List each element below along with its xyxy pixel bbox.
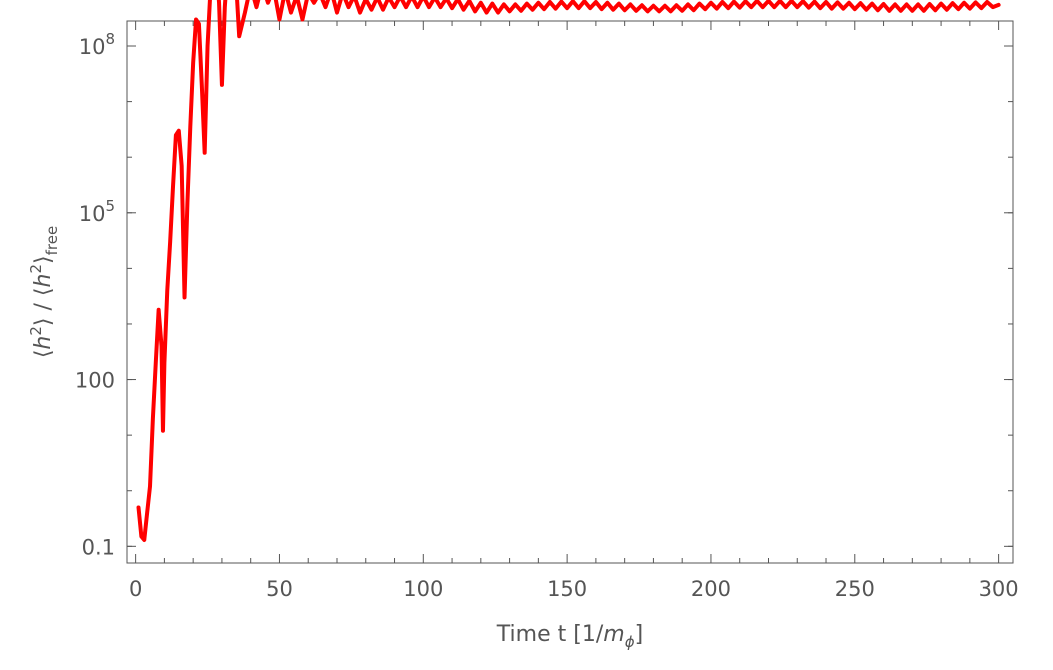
series-layer [136, 0, 1001, 542]
y-tick-label: 0.1 [82, 535, 115, 559]
x-tick-label: 200 [691, 577, 731, 601]
series-line [136, 0, 1001, 542]
x-tick-label: 150 [547, 577, 587, 601]
x-tick-label: 300 [979, 577, 1019, 601]
y-axis-label: ⟨h2⟩ / ⟨h2⟩free [27, 226, 61, 358]
x-axis-label: Time t [1/mϕ] [496, 622, 643, 651]
y-tick-label: 108 [79, 30, 115, 59]
tick-labels: 0 50 100 150 200 250 300 0.1 100 105 108 [75, 30, 1019, 601]
y-tick-label: 105 [79, 197, 115, 226]
x-tick-label: 0 [129, 577, 142, 601]
x-tick-label: 50 [266, 577, 293, 601]
x-tick-label: 250 [835, 577, 875, 601]
x-tick-label: 100 [403, 577, 443, 601]
axis-ticks [127, 21, 1013, 563]
y-tick-label: 100 [75, 369, 115, 393]
plot-frame [126, 20, 1014, 564]
